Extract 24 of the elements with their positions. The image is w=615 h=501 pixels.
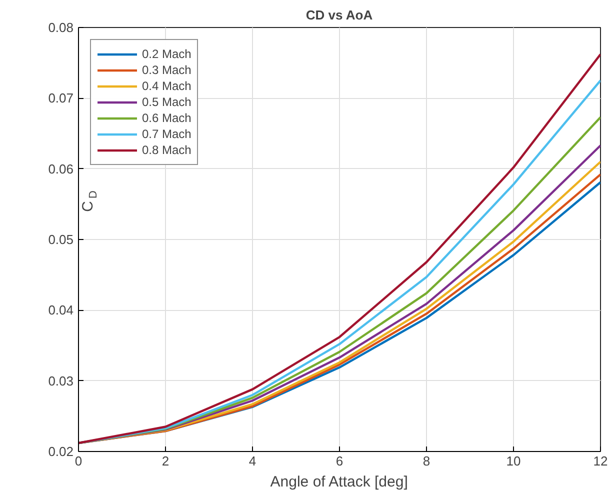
y-tick-label: 0.08 (48, 20, 74, 35)
legend-label: 0.3 Mach (142, 62, 192, 78)
y-tick-label: 0.06 (48, 161, 74, 176)
x-tick-label: 12 (593, 454, 608, 468)
legend-label: 0.4 Mach (142, 78, 192, 94)
x-tick-label: 10 (506, 454, 521, 468)
y-tick-label: 0.04 (48, 302, 74, 318)
y-tick-label: 0.02 (48, 444, 74, 459)
legend-label: 0.8 Mach (142, 142, 192, 158)
legend-label: 0.5 Mach (142, 94, 192, 110)
x-tick-label: 2 (162, 454, 170, 468)
chart-title: CD vs AoA (306, 8, 374, 22)
legend-label: 0.7 Mach (142, 126, 192, 142)
x-axis-title: Angle of Attack [deg] (270, 474, 408, 490)
legend-label: 0.6 Mach (142, 110, 192, 126)
x-tick-label: 0 (74, 454, 82, 468)
x-tick-label: 4 (248, 454, 256, 468)
y-tick-label: 0.07 (48, 90, 74, 106)
x-tick-label: 6 (336, 454, 344, 468)
legend-label: 0.2 Mach (142, 46, 192, 62)
y-axis-title: CD (80, 190, 100, 212)
x-tick-label: 8 (422, 454, 430, 468)
y-tick-label: 0.03 (48, 373, 74, 388)
y-tick-label: 0.05 (48, 232, 74, 247)
